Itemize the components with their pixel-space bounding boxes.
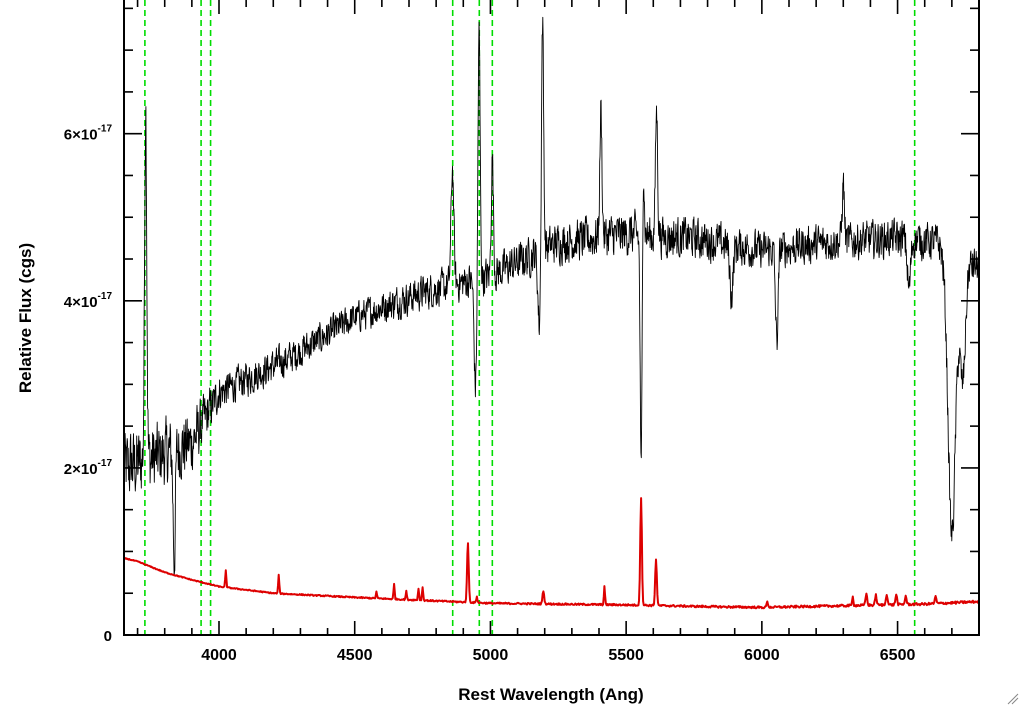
y-tick-label-2: 4×10-17 [64,291,113,311]
x-tick-label-5000: 5000 [473,647,509,664]
x-tick-label-4000: 4000 [201,647,237,664]
x-tick-label-4500: 4500 [337,647,373,664]
x-tick-label-5500: 5500 [608,647,644,664]
x-axis-ticks: 4000 4500 5000 5500 6000 6500 [136,0,980,664]
y-tick-label-0: 0 [104,628,112,645]
y-axis-title: Relative Flux (cgs) [16,243,35,393]
plot-frame [123,0,980,636]
y-axis-ticks: 0 2×10-17 4×10-17 6×10-17 [64,7,979,645]
plot-border [123,0,980,636]
x-tick-label-6500: 6500 [880,647,916,664]
x-axis-title: Rest Wavelength (Ang) [458,685,643,704]
resize-grip-icon [1007,693,1019,705]
line-marker-layer [144,0,916,635]
y-tick-label-3: 6×10-17 [64,124,113,144]
y-tick-label-1: 2×10-17 [64,458,113,478]
series-observed-line [124,16,979,577]
series-layer [124,16,979,610]
series-model-line [124,497,979,610]
x-tick-label-6000: 6000 [744,647,780,664]
